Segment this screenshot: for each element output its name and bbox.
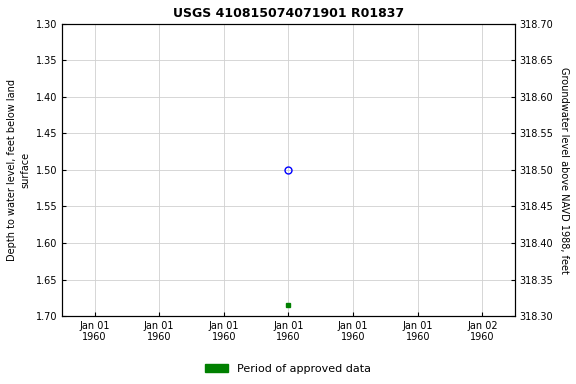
Title: USGS 410815074071901 R01837: USGS 410815074071901 R01837 xyxy=(173,7,404,20)
Legend: Period of approved data: Period of approved data xyxy=(201,359,375,379)
Y-axis label: Depth to water level, feet below land
surface: Depth to water level, feet below land su… xyxy=(7,79,30,261)
Y-axis label: Groundwater level above NAVD 1988, feet: Groundwater level above NAVD 1988, feet xyxy=(559,66,569,273)
